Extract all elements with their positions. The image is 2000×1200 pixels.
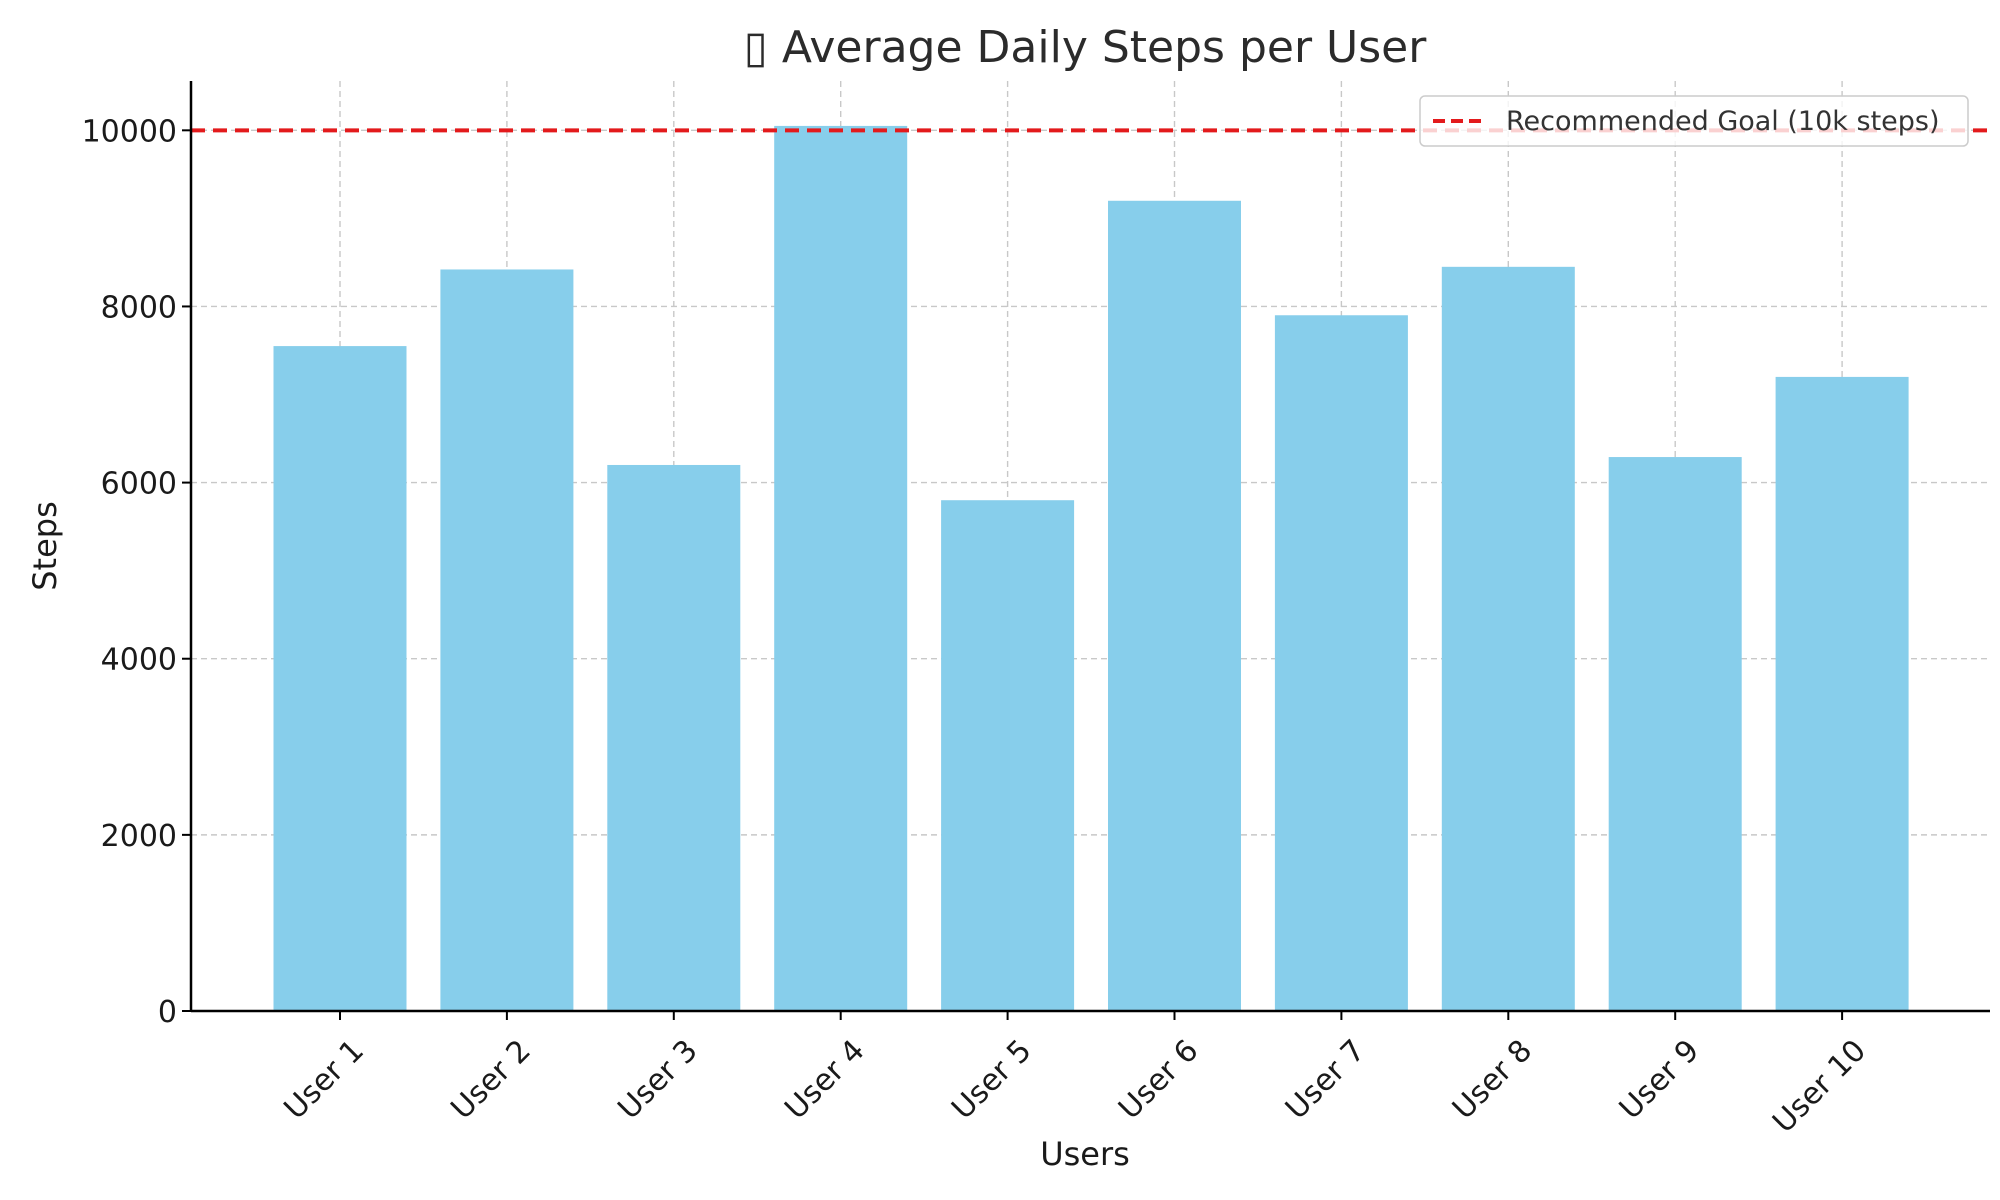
bar-user-5 xyxy=(941,500,1075,1011)
y-tick-label: 6000 xyxy=(101,467,177,502)
legend-label: Recommended Goal (10k steps) xyxy=(1506,106,1940,137)
x-tick-label: User 1 xyxy=(278,1033,371,1126)
x-tick-label: User 9 xyxy=(1613,1033,1706,1126)
x-tick-label: User 3 xyxy=(611,1033,704,1126)
y-tick-label: 4000 xyxy=(101,643,177,678)
x-tick-label: User 6 xyxy=(1112,1033,1205,1126)
bar-user-6 xyxy=(1108,200,1241,1012)
y-tick-label: 0 xyxy=(158,995,177,1030)
legend-box xyxy=(1419,95,1969,147)
bars-layer xyxy=(273,125,1909,1012)
x-tick-label: User 7 xyxy=(1279,1033,1372,1126)
x-tick-label: User 10 xyxy=(1766,1033,1873,1140)
bar-user-2 xyxy=(440,269,574,1011)
x-tick-label: User 2 xyxy=(444,1033,537,1126)
bar-user-9 xyxy=(1608,457,1742,1011)
y-tick-label: 2000 xyxy=(101,819,177,854)
bar-user-1 xyxy=(273,346,407,1012)
y-axis-title: Steps xyxy=(26,501,64,591)
bar-user-4 xyxy=(774,125,908,1011)
y-tick-label: 10000 xyxy=(82,114,177,149)
bar-user-3 xyxy=(607,464,741,1011)
chart-title: ▯ Average Daily Steps per User xyxy=(744,22,1428,73)
y-tick-label: 8000 xyxy=(101,290,177,325)
x-tick-label: User 4 xyxy=(778,1033,871,1126)
bar-user-7 xyxy=(1274,315,1408,1011)
axes-layer xyxy=(189,81,1990,1013)
x-tick-label: User 5 xyxy=(945,1033,1038,1126)
bar-user-8 xyxy=(1441,266,1575,1011)
bar-user-10 xyxy=(1775,376,1909,1012)
x-axis-title: Users xyxy=(1040,1135,1130,1173)
x-tick-label: User 8 xyxy=(1446,1033,1539,1126)
legend: Recommended Goal (10k steps) xyxy=(1419,95,1969,147)
